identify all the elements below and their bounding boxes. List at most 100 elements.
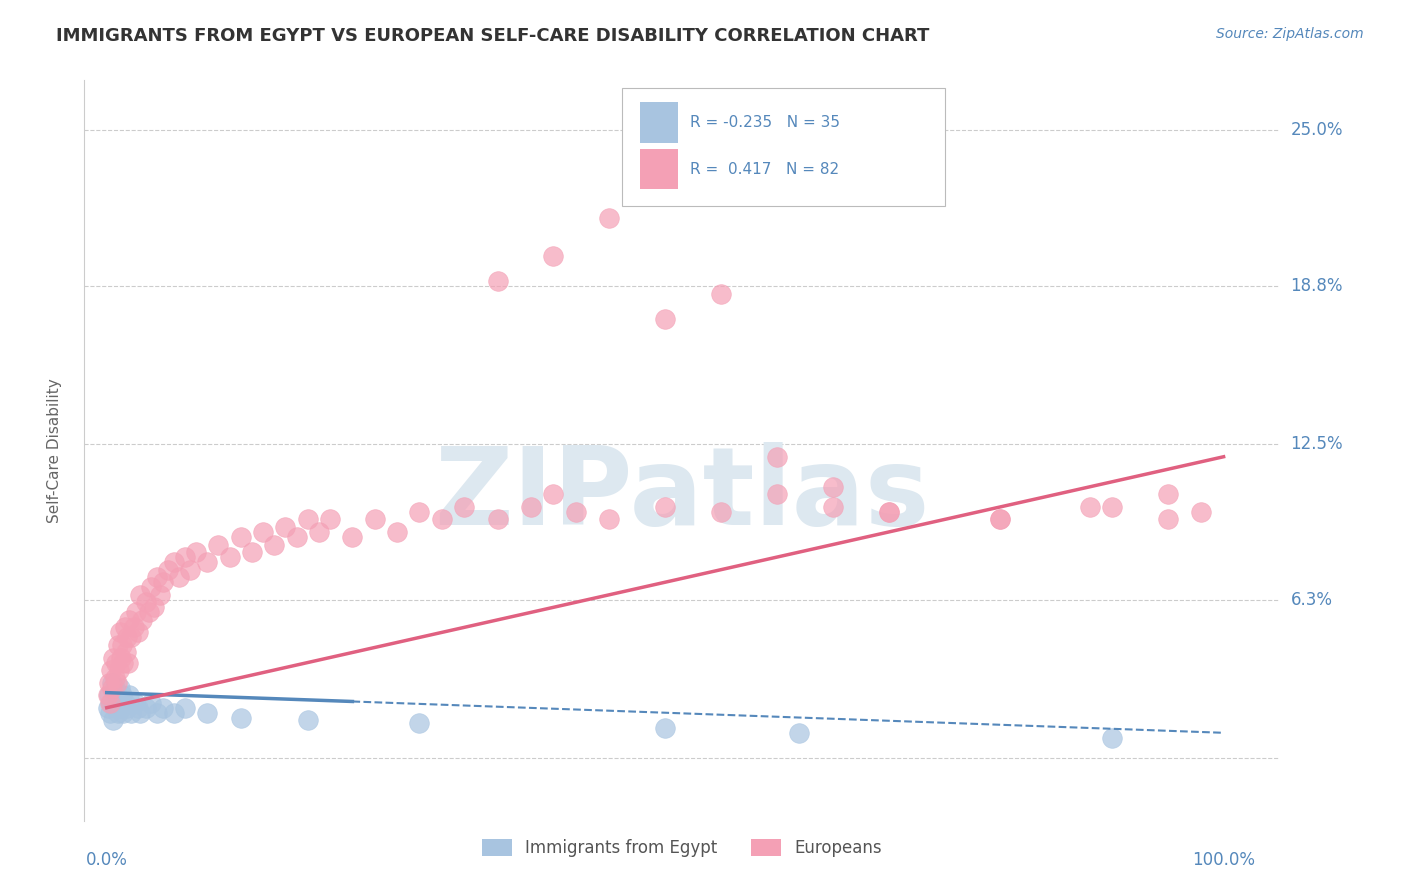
- Text: 6.3%: 6.3%: [1291, 591, 1333, 608]
- Point: [163, 555, 186, 569]
- Point: [103, 681, 125, 695]
- Point: [598, 512, 620, 526]
- Point: [408, 715, 430, 730]
- Point: [710, 286, 733, 301]
- Point: [342, 530, 364, 544]
- Point: [988, 512, 1011, 526]
- Point: [110, 650, 132, 665]
- Point: [122, 620, 145, 634]
- Point: [149, 588, 172, 602]
- Point: [263, 538, 285, 552]
- Point: [1078, 500, 1101, 514]
- Point: [118, 613, 141, 627]
- Text: IMMIGRANTS FROM EGYPT VS EUROPEAN SELF-CARE DISABILITY CORRELATION CHART: IMMIGRANTS FROM EGYPT VS EUROPEAN SELF-C…: [56, 27, 929, 45]
- Point: [565, 505, 588, 519]
- Point: [173, 700, 195, 714]
- Point: [486, 512, 509, 526]
- Point: [141, 580, 163, 594]
- Point: [877, 505, 900, 519]
- Point: [598, 211, 620, 226]
- Point: [107, 638, 129, 652]
- Point: [131, 613, 153, 627]
- Point: [364, 512, 387, 526]
- Point: [430, 512, 453, 526]
- Point: [129, 588, 152, 602]
- Point: [453, 500, 475, 514]
- Legend: Immigrants from Egypt, Europeans: Immigrants from Egypt, Europeans: [475, 832, 889, 864]
- Point: [169, 570, 191, 584]
- FancyBboxPatch shape: [640, 102, 678, 143]
- Point: [152, 575, 174, 590]
- Text: 12.5%: 12.5%: [1291, 435, 1343, 453]
- Point: [105, 688, 128, 702]
- Point: [787, 726, 810, 740]
- Point: [766, 487, 789, 501]
- Point: [97, 688, 120, 702]
- Point: [408, 505, 430, 519]
- Point: [110, 700, 132, 714]
- Point: [229, 711, 252, 725]
- Point: [103, 713, 125, 727]
- Text: ZIPatlas: ZIPatlas: [434, 442, 929, 548]
- Point: [97, 700, 120, 714]
- Text: 100.0%: 100.0%: [1192, 851, 1256, 869]
- Point: [100, 663, 122, 677]
- Point: [98, 706, 121, 720]
- Point: [104, 700, 127, 714]
- Point: [135, 595, 157, 609]
- Point: [654, 500, 676, 514]
- Point: [138, 605, 160, 619]
- Point: [240, 545, 263, 559]
- FancyBboxPatch shape: [623, 87, 945, 206]
- Point: [308, 524, 330, 539]
- Point: [108, 625, 131, 640]
- Point: [654, 721, 676, 735]
- Point: [877, 505, 900, 519]
- Point: [163, 706, 186, 720]
- Point: [766, 450, 789, 464]
- Point: [118, 688, 141, 702]
- Text: Source: ZipAtlas.com: Source: ZipAtlas.com: [1216, 27, 1364, 41]
- Point: [114, 620, 136, 634]
- Point: [103, 671, 125, 685]
- Point: [195, 555, 218, 569]
- Point: [1157, 487, 1180, 501]
- Point: [108, 663, 131, 677]
- Point: [1101, 500, 1123, 514]
- Point: [101, 675, 124, 690]
- Point: [127, 700, 149, 714]
- Point: [543, 487, 565, 501]
- Point: [252, 524, 274, 539]
- Point: [103, 650, 125, 665]
- Point: [112, 656, 135, 670]
- Point: [218, 550, 240, 565]
- Point: [710, 505, 733, 519]
- Point: [1101, 731, 1123, 745]
- Point: [173, 550, 195, 565]
- Point: [107, 706, 129, 720]
- Point: [142, 600, 165, 615]
- Text: 0.0%: 0.0%: [86, 851, 128, 869]
- Point: [120, 631, 142, 645]
- Point: [520, 500, 543, 514]
- Point: [229, 530, 252, 544]
- Point: [111, 638, 134, 652]
- Point: [120, 706, 142, 720]
- Point: [297, 713, 319, 727]
- Point: [108, 681, 131, 695]
- Point: [108, 696, 131, 710]
- Point: [105, 675, 128, 690]
- Point: [821, 500, 844, 514]
- Point: [385, 524, 408, 539]
- Point: [1157, 512, 1180, 526]
- Point: [821, 480, 844, 494]
- Point: [297, 512, 319, 526]
- Point: [111, 688, 134, 702]
- Point: [1189, 505, 1212, 519]
- Point: [101, 681, 124, 695]
- Point: [141, 696, 163, 710]
- Text: Self-Care Disability: Self-Care Disability: [46, 378, 62, 523]
- Point: [285, 530, 308, 544]
- Point: [146, 570, 169, 584]
- Point: [127, 625, 149, 640]
